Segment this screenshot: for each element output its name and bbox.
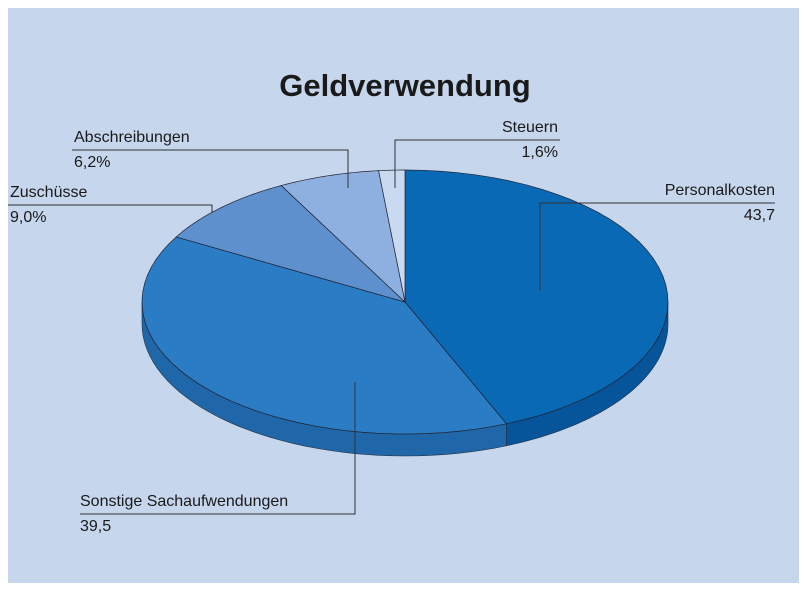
leader-line — [72, 149, 349, 188]
value-label: 43,7 — [744, 207, 775, 224]
value-label: 9,0% — [10, 209, 46, 226]
slice — [404, 169, 669, 425]
slice-label: Zuschüsse — [10, 184, 87, 201]
slice — [280, 170, 406, 304]
value-label: 1,6% — [522, 144, 558, 161]
leader-line — [8, 204, 213, 212]
value-label: 39,5 — [80, 518, 111, 535]
leader-line — [394, 139, 560, 188]
leader-line — [539, 202, 775, 290]
chart-title: Geldverwendung — [279, 68, 530, 103]
value-label: 6,2% — [74, 154, 110, 171]
slice — [378, 169, 406, 303]
leader-line — [80, 382, 356, 515]
slice-label: Personalkosten — [665, 182, 775, 199]
slice — [141, 236, 508, 435]
slice-label: Steuern — [502, 119, 558, 136]
slice-label: Sonstige Sachaufwendungen — [80, 493, 288, 510]
slice — [175, 185, 406, 303]
slice-label: Abschreibungen — [74, 129, 190, 146]
